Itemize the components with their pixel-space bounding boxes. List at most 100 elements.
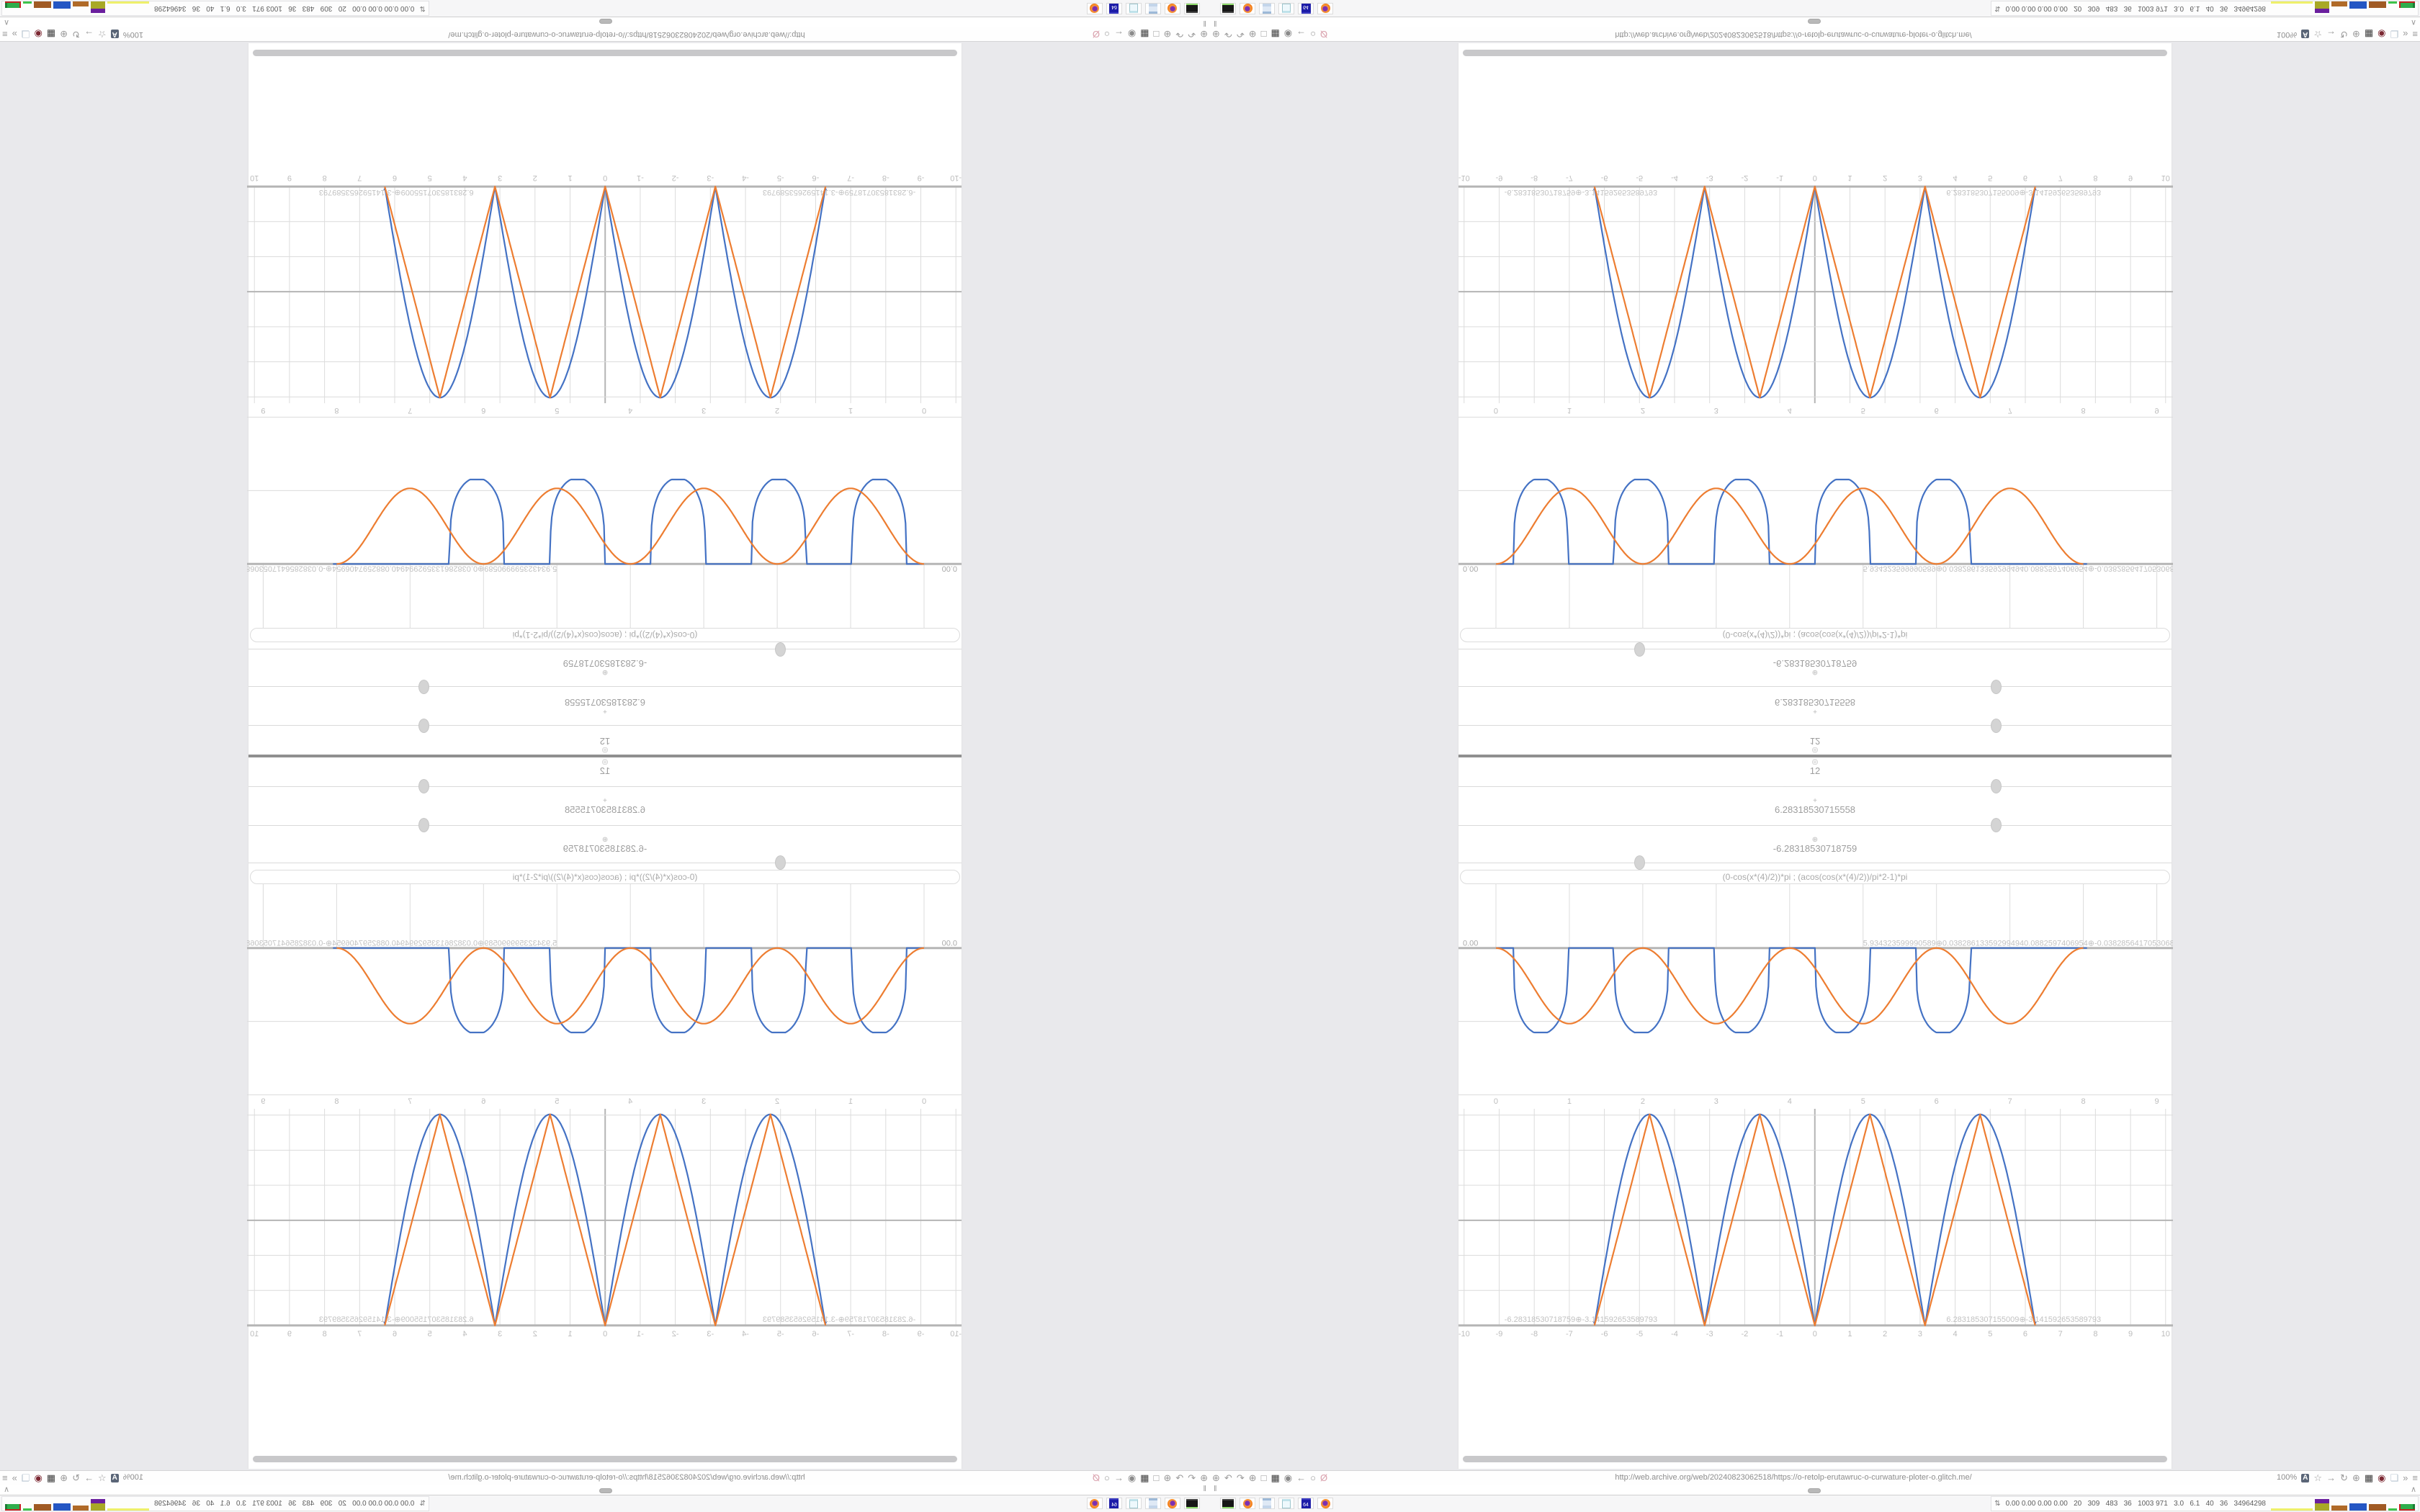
undo-icon[interactable]: ↶ [1224,29,1232,40]
forward-arrow-icon[interactable]: → [84,29,94,40]
firefox-icon[interactable] [1165,1498,1180,1509]
plot-curvature-waves[interactable]: -10-9-8-7-6-5-4-3-2-1012345678910-6.2831… [247,150,962,403]
bookmark-star-icon[interactable]: ☆ [2313,1472,2323,1483]
slider-thumb[interactable] [418,680,429,694]
slider-track[interactable] [1458,779,2172,793]
forward-arrow-icon[interactable]: → [2326,29,2336,40]
shield-icon[interactable]: ◉ [2378,1472,2386,1483]
page-icon[interactable]: ❏ [21,29,30,40]
slider-track[interactable] [1458,818,2172,832]
url-bar[interactable]: http://web.archive.org/web/2024082306251… [448,1473,805,1482]
back-arrow-icon[interactable]: ← [1113,29,1124,40]
page-icon[interactable]: ❏ [2390,29,2399,40]
translate-icon[interactable]: A [2301,30,2310,39]
menu-icon[interactable]: ≡ [2,1472,8,1483]
undo-icon[interactable]: ↶ [1188,1472,1196,1483]
trash2-icon[interactable]: ▦ [46,29,56,40]
reload-icon[interactable]: ↻ [2340,1472,2348,1483]
chevrons-icon[interactable]: » [12,1472,17,1483]
calculator-icon[interactable] [1145,3,1161,14]
plot-parametric-bumps[interactable]: 0 1 2 3 4 5 6 7 8 9 0.00 5.934323599990589⊕0.038286… [247,403,962,628]
horizontal-scrollbar-thumb[interactable] [253,50,957,56]
calculator-icon[interactable] [1259,3,1275,14]
back-arrow-icon[interactable]: ← [1296,29,1307,40]
folder-icon[interactable]: □ [1153,1472,1160,1483]
pause-bars-icon[interactable]: ‖ [1214,19,1217,27]
firefox2-icon[interactable] [1317,1498,1333,1509]
globe-nav-icon[interactable]: ⊕ [1200,29,1208,40]
slider-track[interactable] [248,680,962,694]
reload-icon[interactable]: ↻ [72,1472,80,1483]
slider-thumb[interactable] [1634,855,1646,870]
notepad-icon[interactable] [1278,3,1294,14]
slider-track[interactable] [1458,719,2172,733]
expand-caret-icon[interactable]: ∧ [4,1485,10,1494]
slider-thumb[interactable] [1991,719,2002,733]
firefox2-icon[interactable] [1087,1498,1103,1509]
menu-icon[interactable]: ≡ [2412,29,2418,40]
floppy-icon[interactable]: 64 [1298,3,1314,14]
plot-parametric-bumps[interactable]: 0 1 2 3 4 5 6 7 8 9 0.00 5.934323599990589⊕0.038286… [1458,884,2173,1109]
globe-nav-icon[interactable]: ⊕ [1200,1472,1208,1483]
floppy-icon[interactable]: 64 [1106,3,1122,14]
translate-icon[interactable]: A [110,30,119,39]
slider-thumb[interactable] [774,642,786,657]
reload-icon[interactable]: ↻ [72,29,80,40]
slider-thumb[interactable] [774,855,786,870]
shield-icon[interactable]: ◉ [2378,29,2386,40]
folder-icon[interactable]: □ [1260,29,1267,40]
menu-icon[interactable]: ≡ [2,29,8,40]
shield-icon[interactable]: ◉ [34,1472,42,1483]
pause-bars-icon[interactable]: ‖ [1214,1485,1217,1493]
undo-icon[interactable]: ↶ [1188,29,1196,40]
firefox-icon[interactable] [1240,3,1255,14]
formula-input[interactable]: (0-cos(x*(4)/2))*pi ; (acos(cos(x*(4)/2)… [1460,870,2170,884]
trash-icon[interactable]: ▦ [1140,1472,1150,1483]
reload-icon[interactable]: ↻ [2340,29,2348,40]
redo-icon[interactable]: ↷ [1175,1472,1184,1483]
pause-bars-icon[interactable]: ‖ [1203,19,1206,27]
formula-input[interactable]: (0-cos(x*(4)/2))*pi ; (acos(cos(x*(4)/2)… [250,628,960,642]
horizontal-scrollbar-thumb[interactable] [253,1456,957,1462]
folder-icon[interactable]: □ [1153,29,1160,40]
floppy-icon[interactable]: 64 [1298,1498,1314,1509]
firefox2-icon[interactable] [1317,3,1333,14]
globe2-icon[interactable]: ⊕ [1163,29,1172,40]
undo-icon[interactable]: ↶ [1224,1472,1232,1483]
globe-nav-icon[interactable]: ⊕ [1212,1472,1220,1483]
plot-parametric-bumps[interactable]: 0 1 2 3 4 5 6 7 8 9 0.00 5.934323599990589⊕0.038286… [247,884,962,1109]
badge-icon[interactable]: ◉ [1283,1472,1293,1483]
back-arrow-icon[interactable]: ← [1113,1472,1124,1483]
slider-track[interactable] [248,818,962,832]
page-icon[interactable]: ❏ [21,1472,30,1483]
formula-input[interactable]: (0-cos(x*(4)/2))*pi ; (acos(cos(x*(4)/2)… [250,870,960,884]
terminal-icon[interactable] [1220,3,1236,14]
slider-track[interactable] [1458,680,2172,694]
globe2-icon[interactable]: ⊕ [1163,1472,1172,1483]
redo-icon[interactable]: ↷ [1236,29,1245,40]
trash-icon[interactable]: ▦ [1270,1472,1280,1483]
formula-input[interactable]: (0-cos(x*(4)/2))*pi ; (acos(cos(x*(4)/2)… [1460,628,2170,642]
url-bar[interactable]: http://web.archive.org/web/2024082306251… [1615,30,1972,39]
badge-icon[interactable]: ◉ [1127,1472,1137,1483]
redo-icon[interactable]: ↷ [1236,1472,1245,1483]
trash2-icon[interactable]: ▦ [46,1472,56,1483]
back-arrow-icon[interactable]: ← [1296,1472,1307,1483]
floppy-icon[interactable]: 64 [1106,1498,1122,1509]
expand-caret-icon[interactable]: ∧ [2410,1485,2416,1494]
globe-nav-icon[interactable]: ⊕ [1212,29,1220,40]
expand-caret-icon[interactable]: ∧ [2410,18,2416,27]
notepad-icon[interactable] [1278,1498,1294,1509]
url-bar[interactable]: http://web.archive.org/web/2024082306251… [448,30,805,39]
slider-thumb[interactable] [1634,642,1646,657]
bookmark-star-icon[interactable]: ☆ [97,1472,107,1483]
forward-arrow-icon[interactable]: → [2326,1472,2336,1483]
bookmark-star-icon[interactable]: ☆ [97,29,107,40]
page-icon[interactable]: ❏ [2390,1472,2399,1483]
firefox-icon[interactable] [1165,3,1180,14]
horizontal-scrollbar-thumb[interactable] [1463,50,2167,56]
notepad-icon[interactable] [1126,1498,1142,1509]
badge-icon[interactable]: ◉ [1127,29,1137,40]
